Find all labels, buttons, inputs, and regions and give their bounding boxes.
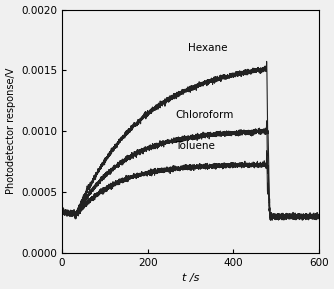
Text: Chloroform: Chloroform [175,110,234,120]
Y-axis label: Photodetector response/V: Photodetector response/V [6,68,16,194]
Text: Hexane: Hexane [188,43,228,53]
Text: Toluene: Toluene [175,141,215,151]
X-axis label: t /s: t /s [182,273,199,284]
